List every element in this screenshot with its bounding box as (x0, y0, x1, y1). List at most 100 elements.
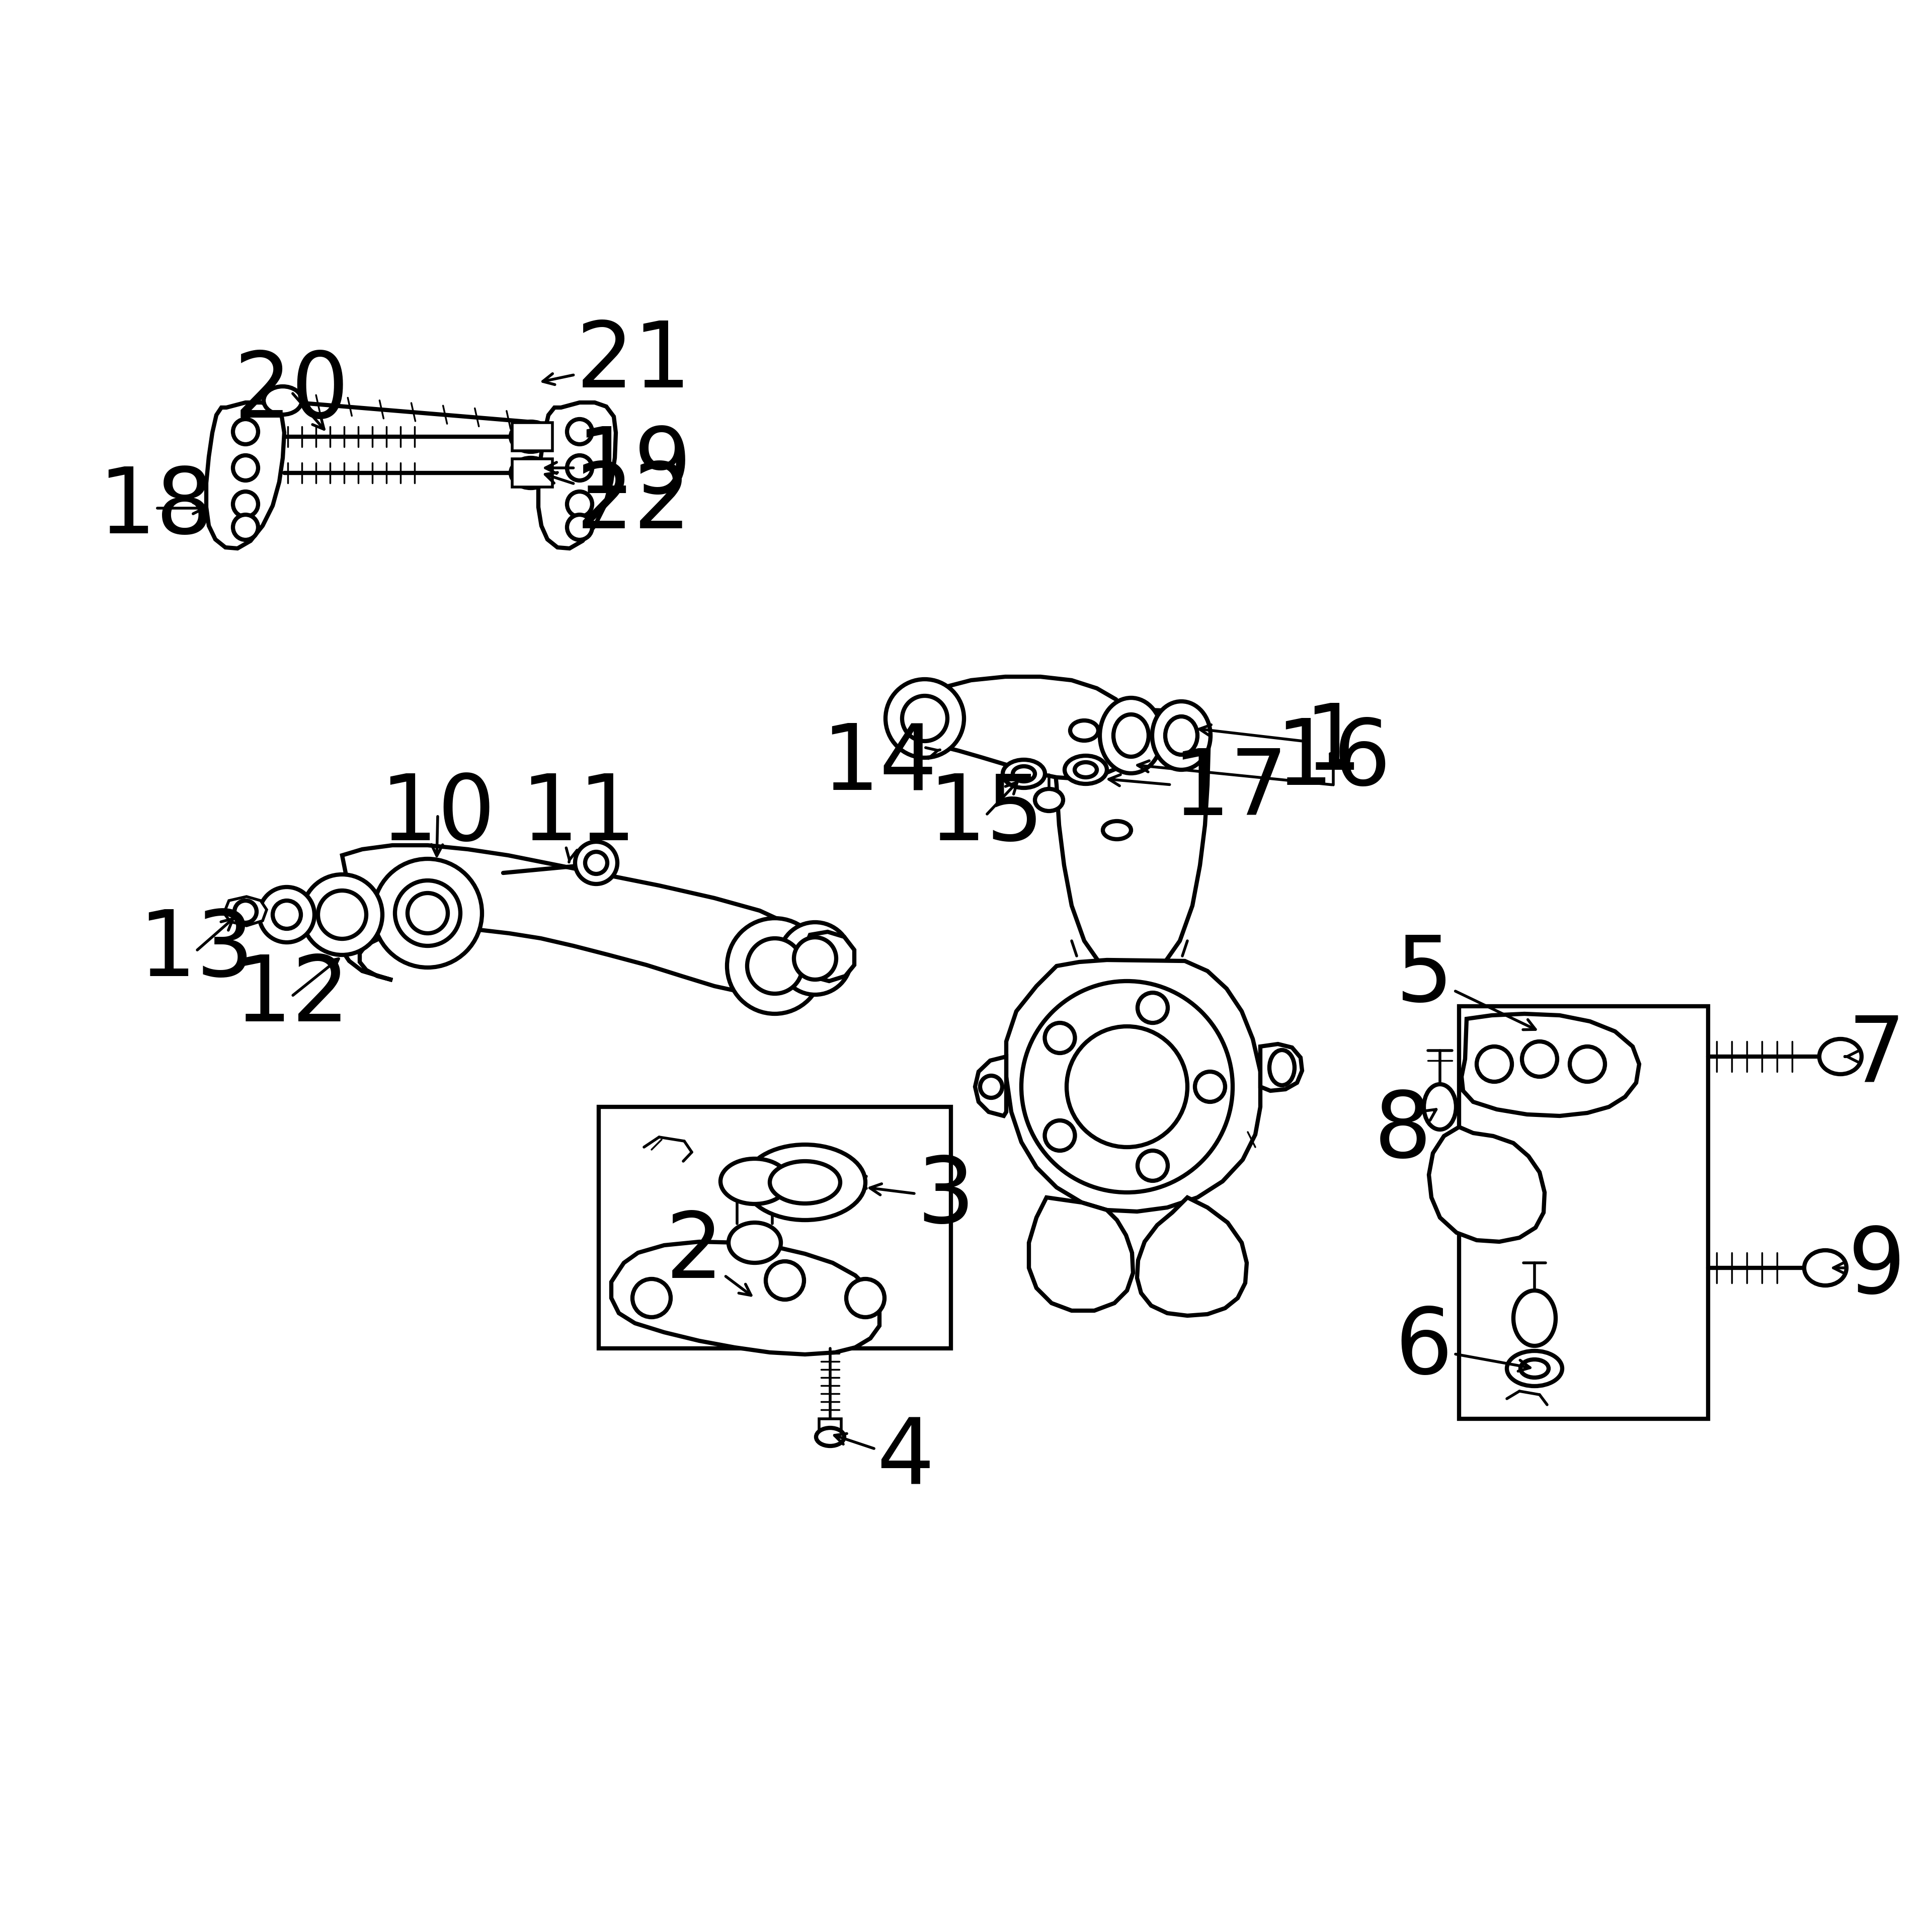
Polygon shape (1030, 709, 1208, 752)
Ellipse shape (1522, 1041, 1557, 1076)
Ellipse shape (1151, 701, 1211, 769)
Ellipse shape (566, 419, 593, 444)
Text: 18: 18 (99, 464, 214, 553)
Ellipse shape (885, 680, 964, 757)
Ellipse shape (632, 1279, 670, 1318)
Ellipse shape (744, 1144, 866, 1221)
Ellipse shape (1074, 763, 1097, 777)
Ellipse shape (234, 456, 259, 481)
Bar (599, 1107, 951, 1349)
Text: 22: 22 (545, 460, 692, 547)
Polygon shape (976, 1057, 1007, 1117)
Ellipse shape (846, 1279, 885, 1318)
Ellipse shape (815, 1428, 844, 1445)
Ellipse shape (1045, 1121, 1074, 1151)
Ellipse shape (1070, 721, 1097, 740)
Polygon shape (1260, 1043, 1302, 1092)
Ellipse shape (728, 1223, 781, 1264)
Text: 8: 8 (1374, 1088, 1435, 1177)
Ellipse shape (585, 852, 607, 873)
Ellipse shape (259, 887, 315, 943)
Ellipse shape (1424, 1084, 1457, 1130)
Ellipse shape (234, 900, 257, 923)
Ellipse shape (726, 918, 823, 1014)
Ellipse shape (1820, 1039, 1862, 1074)
Ellipse shape (1132, 721, 1161, 740)
Ellipse shape (765, 1262, 804, 1300)
Polygon shape (1138, 1198, 1246, 1316)
Ellipse shape (1045, 1022, 1074, 1053)
Text: 15: 15 (929, 771, 1043, 860)
Text: 13: 13 (139, 906, 253, 995)
Text: 20: 20 (234, 348, 350, 437)
Polygon shape (804, 931, 854, 981)
Ellipse shape (1012, 767, 1036, 781)
Text: 17: 17 (1109, 746, 1289, 835)
Text: 11: 11 (522, 771, 636, 862)
Ellipse shape (301, 875, 383, 954)
Text: 5: 5 (1395, 931, 1536, 1030)
Ellipse shape (1194, 1072, 1225, 1101)
Bar (819, 1418, 840, 1434)
Ellipse shape (408, 893, 448, 933)
Text: 21: 21 (543, 319, 692, 406)
Ellipse shape (234, 514, 259, 539)
Polygon shape (1430, 1126, 1544, 1242)
Ellipse shape (1513, 1291, 1555, 1347)
Text: 10: 10 (381, 771, 495, 860)
Ellipse shape (566, 514, 593, 539)
Polygon shape (1007, 960, 1260, 1211)
Polygon shape (207, 402, 284, 549)
Polygon shape (539, 402, 616, 549)
Ellipse shape (1476, 1047, 1513, 1082)
Text: 12: 12 (234, 952, 350, 1041)
Ellipse shape (510, 421, 551, 452)
Ellipse shape (769, 1161, 840, 1204)
Ellipse shape (794, 937, 837, 980)
Ellipse shape (319, 891, 367, 939)
Ellipse shape (566, 491, 593, 516)
Ellipse shape (980, 1076, 1003, 1097)
Ellipse shape (748, 939, 802, 993)
Ellipse shape (373, 860, 481, 968)
Ellipse shape (721, 1159, 788, 1204)
Polygon shape (224, 896, 267, 925)
Polygon shape (338, 846, 815, 993)
Text: 3: 3 (869, 1153, 976, 1242)
Text: 7: 7 (1845, 1012, 1905, 1101)
Text: 9: 9 (1833, 1223, 1905, 1312)
Ellipse shape (1103, 821, 1130, 838)
Bar (512, 423, 553, 450)
Text: 14: 14 (821, 721, 941, 810)
Ellipse shape (234, 491, 259, 516)
Polygon shape (1463, 1014, 1638, 1117)
Ellipse shape (234, 419, 259, 444)
Text: 16: 16 (1275, 715, 1391, 804)
Ellipse shape (1507, 1350, 1563, 1385)
Ellipse shape (1022, 981, 1233, 1192)
Ellipse shape (1003, 759, 1045, 788)
Ellipse shape (1036, 788, 1063, 811)
Ellipse shape (1804, 1250, 1847, 1285)
Bar (512, 460, 553, 487)
Text: 4: 4 (835, 1414, 935, 1503)
Ellipse shape (1165, 717, 1198, 755)
Ellipse shape (1138, 993, 1167, 1022)
Text: 1: 1 (1200, 701, 1362, 788)
Bar (1459, 1007, 1708, 1418)
Ellipse shape (1520, 1360, 1549, 1378)
Ellipse shape (902, 696, 947, 742)
Ellipse shape (510, 458, 551, 489)
Ellipse shape (1569, 1047, 1605, 1082)
Ellipse shape (576, 842, 618, 885)
Polygon shape (1039, 748, 1209, 966)
Ellipse shape (1138, 1151, 1167, 1180)
Ellipse shape (263, 386, 301, 415)
Text: 6: 6 (1395, 1304, 1530, 1393)
Ellipse shape (1099, 697, 1163, 773)
Ellipse shape (1066, 1026, 1188, 1148)
Polygon shape (910, 676, 1134, 779)
Ellipse shape (394, 881, 460, 947)
Text: 2: 2 (665, 1209, 752, 1296)
Text: 19: 19 (545, 423, 692, 512)
